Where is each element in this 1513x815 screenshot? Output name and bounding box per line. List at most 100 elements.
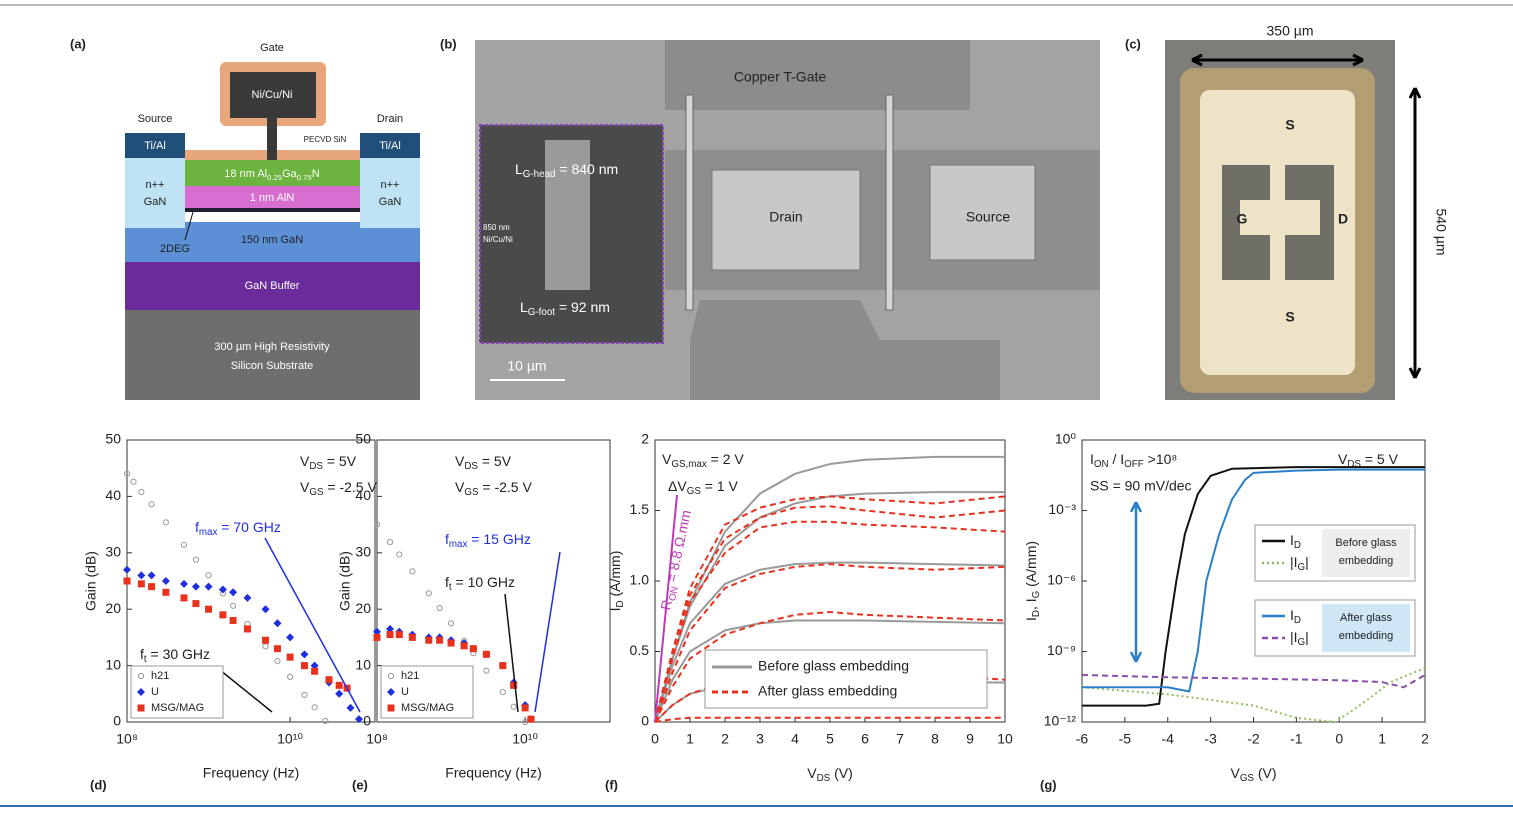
chart: 10⁸ 10¹⁰ 0 10 20 30 40 50 Frequency (Hz) Gain (dB…	[337, 431, 611, 792]
point	[273, 645, 281, 653]
annotation-line	[264, 537, 361, 713]
line	[1081, 667, 1426, 724]
point	[137, 704, 145, 712]
annotation: VGS = -2.5 V	[455, 479, 532, 498]
text-part: 0.75	[297, 173, 312, 182]
text-part: ΔV	[668, 478, 687, 494]
y-tick-label: 10	[105, 656, 121, 672]
point	[387, 688, 395, 696]
point	[180, 541, 188, 549]
legend-label: |IG|	[1290, 554, 1309, 573]
legend-group-label: embedding	[1339, 630, 1393, 642]
interlayer	[185, 186, 360, 208]
annotation: ft = 30 GHz	[140, 646, 210, 665]
source-label: Source	[138, 113, 173, 125]
y-tick-label: 30	[105, 544, 121, 560]
point	[130, 478, 137, 485]
text-part: I	[1023, 617, 1039, 621]
point	[482, 650, 490, 658]
npp-left	[125, 158, 185, 228]
y-tick-label: 10⁻⁶	[1047, 572, 1076, 588]
text-part: GS	[687, 486, 702, 497]
panel-label: (b)	[440, 36, 457, 51]
point	[436, 604, 443, 612]
point	[274, 657, 281, 665]
text-part: (V)	[1254, 765, 1277, 781]
text-part: OFF	[1124, 459, 1144, 470]
point	[469, 645, 477, 653]
x-axis-label: Frequency (Hz)	[445, 765, 541, 781]
y-tick-label: 40	[355, 487, 371, 503]
x-axis-label: VGS (V)	[1230, 765, 1276, 784]
line	[654, 561, 1006, 723]
legend-label: MSG/MAG	[401, 702, 454, 714]
text-part: N	[312, 168, 320, 180]
y-tick-label: 20	[105, 600, 121, 616]
panel-label: (c)	[1125, 36, 1141, 51]
text-part: D	[1294, 540, 1301, 551]
legend-group-bg	[1322, 604, 1410, 652]
point	[123, 565, 131, 574]
text-part: DS	[309, 461, 323, 472]
range-arrow	[1129, 501, 1143, 663]
x-tick-label: -4	[1162, 731, 1175, 747]
point	[527, 715, 535, 723]
x-tick-label: 6	[861, 731, 869, 747]
point	[396, 551, 403, 558]
head-label: LG-head = 840 nm	[515, 161, 618, 180]
text-part: = 5V	[323, 453, 357, 469]
passivation-label: PECVD SiN	[304, 135, 347, 144]
text-part: / I	[1109, 451, 1125, 467]
x-axis-label: VDS (V)	[807, 765, 853, 784]
point	[261, 605, 270, 614]
text-part: , I	[1023, 598, 1039, 610]
point	[205, 605, 213, 613]
pad-label: D	[1338, 211, 1348, 227]
point	[387, 672, 395, 680]
y-tick-label: 10⁰	[1055, 431, 1077, 447]
point	[310, 661, 319, 670]
bottom-pad	[690, 300, 1000, 400]
x-tick-label: 10¹⁰	[277, 731, 303, 747]
x-tick-label: -1	[1290, 731, 1303, 747]
point	[205, 572, 212, 579]
x-axis-label: Frequency (Hz)	[203, 765, 299, 781]
y-tick-label: 10	[355, 656, 371, 672]
point	[409, 568, 416, 575]
point	[192, 600, 200, 608]
point	[425, 636, 433, 644]
line	[654, 563, 1006, 723]
substrate-layer	[125, 310, 420, 400]
x-tick-label: 4	[791, 731, 799, 747]
annotation: VGS = -2.5 V	[300, 479, 377, 498]
text-part: ON	[667, 585, 681, 602]
point	[436, 636, 444, 644]
point	[229, 602, 237, 609]
text-part: (A/mm)	[1023, 541, 1039, 591]
point	[447, 639, 455, 647]
contact-label: Ti/Al	[379, 140, 401, 152]
annotation: ION / IOFF >10⁸	[1090, 451, 1177, 470]
width-arrow	[1191, 53, 1364, 67]
point	[192, 556, 200, 563]
text-part: V	[1230, 765, 1240, 781]
height-arrow	[1408, 87, 1422, 379]
line	[1081, 674, 1426, 689]
pad-label: G	[1237, 211, 1248, 227]
text-part: t	[449, 582, 452, 593]
text-part: G-foot	[528, 307, 556, 318]
foot-label: LG-foot = 92 nm	[520, 299, 610, 318]
y-tick-label: 50	[355, 431, 371, 447]
point	[219, 611, 227, 619]
point	[510, 703, 517, 710]
buffer-layer	[125, 262, 420, 310]
legend	[704, 649, 988, 709]
point	[179, 579, 188, 588]
text-part: L	[515, 161, 523, 177]
point	[273, 619, 282, 628]
x-tick-label: 9	[966, 731, 974, 747]
point	[123, 470, 131, 477]
gate-finger	[685, 94, 694, 311]
x-tick-label: 1	[1378, 731, 1386, 747]
text-part: = -2.5 V	[324, 479, 378, 495]
